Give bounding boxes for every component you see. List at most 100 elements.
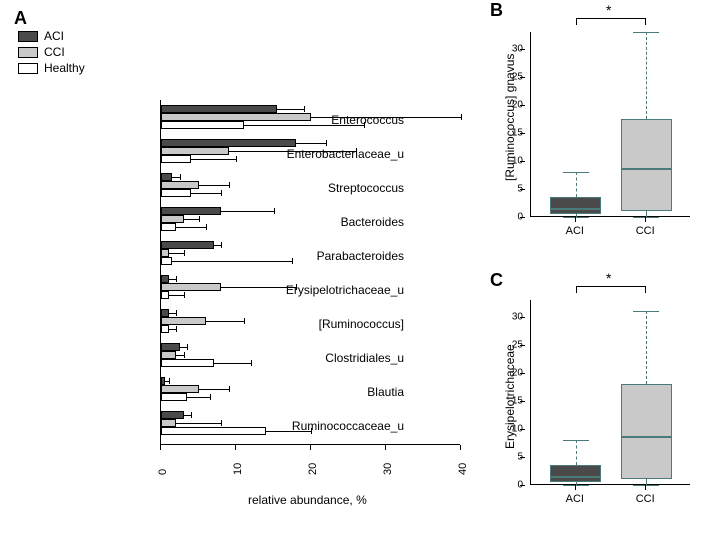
error-cap — [176, 326, 177, 332]
error-bar — [172, 261, 292, 262]
error-bar — [199, 185, 229, 186]
bar-healthy — [161, 121, 244, 129]
significance-star: * — [606, 2, 611, 18]
legend-label: Healthy — [44, 61, 85, 75]
x-tick — [575, 217, 576, 222]
error-cap — [184, 250, 185, 256]
bar-aci — [161, 411, 184, 419]
error-cap — [221, 420, 222, 426]
y-tick-label: 0 — [503, 212, 523, 223]
y-tick-label: 10 — [503, 423, 523, 434]
x-tick-label: 40 — [457, 463, 469, 475]
error-bar — [169, 253, 184, 254]
x-tick-label: 20 — [307, 463, 319, 475]
x-tick — [460, 445, 461, 450]
error-bar — [176, 227, 206, 228]
y-tick-label: 10 — [503, 155, 523, 166]
legend: ACICCI Healthy — [18, 28, 85, 76]
bar-cci — [161, 215, 184, 223]
bar-healthy — [161, 155, 191, 163]
whisker — [646, 311, 647, 384]
error-bar — [169, 313, 177, 314]
x-tick — [310, 445, 311, 450]
whisker — [576, 172, 577, 197]
error-bar — [214, 363, 252, 364]
bar-aci — [161, 207, 221, 215]
error-cap — [176, 276, 177, 282]
bar-aci — [161, 275, 169, 283]
x-tick-label: CCI — [630, 225, 660, 237]
whisker-cap — [563, 172, 589, 173]
y-tick-label: 30 — [503, 43, 523, 54]
panel-b-label: B — [490, 0, 503, 21]
bar-aci — [161, 105, 277, 113]
whisker-cap — [563, 217, 589, 218]
bar-healthy — [161, 427, 266, 435]
category-label: Blautia — [367, 377, 404, 407]
legend-item: CCI — [18, 44, 85, 60]
y-tick-label: 15 — [503, 127, 523, 138]
whisker-cap — [633, 32, 659, 33]
x-tick — [160, 445, 161, 450]
x-tick-label: CCI — [630, 493, 660, 505]
bar-cci — [161, 147, 229, 155]
y-tick-label: 20 — [503, 367, 523, 378]
category-label: Clostridiales_u — [325, 343, 404, 373]
bar-cci — [161, 181, 199, 189]
error-cap — [236, 156, 237, 162]
x-tick — [235, 445, 236, 450]
error-bar — [184, 415, 192, 416]
error-bar — [187, 397, 210, 398]
panel-c-label: C — [490, 270, 503, 291]
x-axis-title: relative abundance, % — [248, 493, 367, 507]
category-label: Streptococcus — [328, 173, 404, 203]
error-cap — [187, 344, 188, 350]
x-tick — [645, 217, 646, 222]
bar-cci — [161, 317, 206, 325]
category-label: Bacteroides — [341, 207, 404, 237]
legend-label: CCI — [44, 45, 65, 59]
error-cap — [206, 224, 207, 230]
whisker-cap — [563, 485, 589, 486]
x-tick — [575, 485, 576, 490]
whisker-cap — [633, 311, 659, 312]
error-bar — [176, 423, 221, 424]
bar-healthy — [161, 393, 187, 401]
y-tick-label: 5 — [503, 451, 523, 462]
error-bar — [169, 295, 184, 296]
error-bar — [172, 177, 180, 178]
error-cap — [180, 174, 181, 180]
error-cap — [169, 378, 170, 384]
error-bar — [176, 355, 184, 356]
bar-cci — [161, 249, 169, 257]
error-cap — [274, 208, 275, 214]
y-tick-label: 0 — [503, 480, 523, 491]
boxplot-c: Erysipelotrichaceae 051015202530 * ACICC… — [530, 300, 709, 485]
error-cap — [229, 386, 230, 392]
error-cap — [461, 114, 462, 120]
whisker-cap — [633, 217, 659, 218]
whisker-cap — [563, 440, 589, 441]
y-tick-label: 5 — [503, 183, 523, 194]
x-tick-label: ACI — [560, 493, 590, 505]
bar-healthy — [161, 359, 214, 367]
category-label: Enterobacteriaceae_u — [287, 139, 404, 169]
panel-a-label: A — [14, 8, 27, 29]
bar-cci — [161, 385, 199, 393]
legend-item: Healthy — [18, 60, 85, 76]
bar-aci — [161, 139, 296, 147]
whisker — [646, 32, 647, 119]
box — [550, 197, 601, 214]
error-bar — [277, 109, 303, 110]
x-tick-label: ACI — [560, 225, 590, 237]
bar-cci — [161, 283, 221, 291]
median-line — [550, 476, 601, 478]
significance-bracket — [576, 18, 646, 19]
legend-item: ACI — [18, 28, 85, 44]
error-bar — [214, 245, 222, 246]
error-cap — [304, 106, 305, 112]
error-cap — [191, 412, 192, 418]
error-bar — [206, 321, 244, 322]
error-cap — [184, 352, 185, 358]
category-label: Erysipelotrichaceae_u — [286, 275, 404, 305]
